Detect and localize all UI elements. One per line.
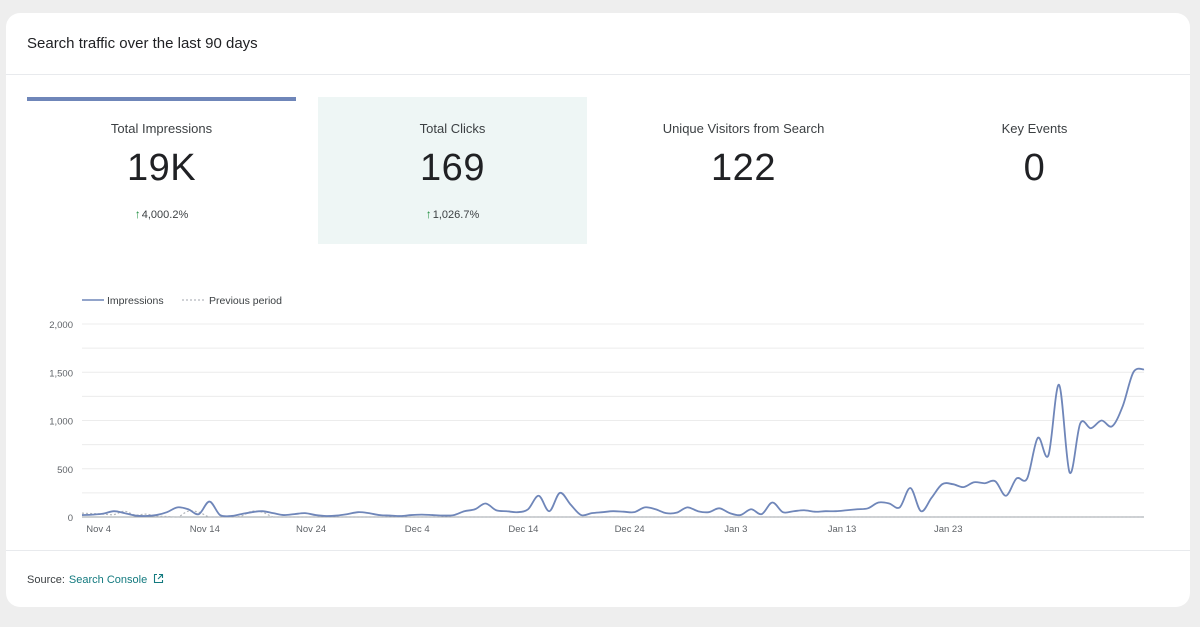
tile-unique-visitors[interactable]: Unique Visitors from Search 122 [609, 97, 878, 244]
search-traffic-card: Search traffic over the last 90 days Tot… [6, 13, 1190, 607]
tile-value: 19K [126, 147, 197, 189]
x-tick-label: Jan 3 [724, 524, 747, 535]
card-title: Search traffic over the last 90 days [27, 35, 258, 52]
arrow-up-icon: ↑ [134, 207, 141, 221]
y-tick-label: 500 [57, 465, 73, 476]
x-tick-label: Nov 4 [86, 524, 111, 535]
card-footer: Source: Search Console [6, 550, 1190, 608]
tile-label: Unique Visitors from Search [662, 121, 825, 136]
x-axis: Nov 4 Nov 14 Nov 24 Dec 4 Dec 14 Dec 24 Jan 3 J… [86, 524, 962, 535]
x-tick-label: Dec 24 [615, 524, 645, 535]
x-tick-label: Nov 24 [296, 524, 326, 535]
tile-value: 169 [420, 147, 485, 189]
legend-previous-label: Previous period [209, 295, 282, 307]
x-tick-label: Nov 14 [190, 524, 220, 535]
x-tick-label: Jan 13 [828, 524, 857, 535]
tile-total-clicks[interactable]: Total Clicks 169 ↑1,026.7% [318, 97, 587, 244]
y-tick-label: 1,000 [49, 417, 73, 428]
chart-grid [82, 323, 1144, 518]
x-tick-label: Dec 14 [508, 524, 538, 535]
previous-period-line [81, 510, 1144, 518]
impressions-line-chart: 0 500 1,000 1,500 2,000 Nov 4 Nov 14 Nov 24 Dec… [49, 295, 1145, 535]
chart-lines [81, 367, 1145, 518]
change-value: 1,026.7% [432, 209, 480, 221]
impressions-line [81, 367, 1145, 518]
card-header: Search traffic over the last 90 days [6, 13, 1190, 75]
tile-change: ↑1,026.7% [318, 207, 587, 221]
source-link[interactable]: Search Console [68, 573, 148, 586]
chart-area: 0 500 1,000 1,500 2,000 Nov 4 Nov 14 Nov 24 Dec… [6, 283, 1190, 548]
x-tick-label: Jan 23 [934, 524, 963, 535]
tile-total-impressions[interactable]: Total Impressions 19K ↑4,000.2% [27, 97, 296, 244]
y-axis: 0 500 1,000 1,500 2,000 [49, 320, 73, 524]
chart-legend: Impressions Previous period [82, 295, 282, 307]
tile-label: Total Impressions [110, 121, 213, 136]
x-tick-label: Dec 4 [405, 524, 430, 535]
external-link-icon[interactable] [153, 573, 164, 587]
y-tick-label: 1,500 [49, 368, 73, 379]
legend-impressions-label: Impressions [107, 295, 164, 307]
change-value: 4,000.2% [141, 209, 189, 221]
y-tick-label: 0 [68, 513, 73, 524]
source-label: Source: [27, 573, 65, 586]
arrow-up-icon: ↑ [425, 207, 432, 221]
tile-change: ↑4,000.2% [27, 207, 296, 221]
y-tick-label: 2,000 [49, 320, 73, 331]
tile-label: Total Clicks [419, 121, 486, 136]
tile-label: Key Events [1001, 121, 1068, 136]
tile-value: 0 [1023, 147, 1046, 189]
tile-key-events[interactable]: Key Events 0 [900, 97, 1169, 244]
tile-value: 122 [711, 147, 776, 189]
